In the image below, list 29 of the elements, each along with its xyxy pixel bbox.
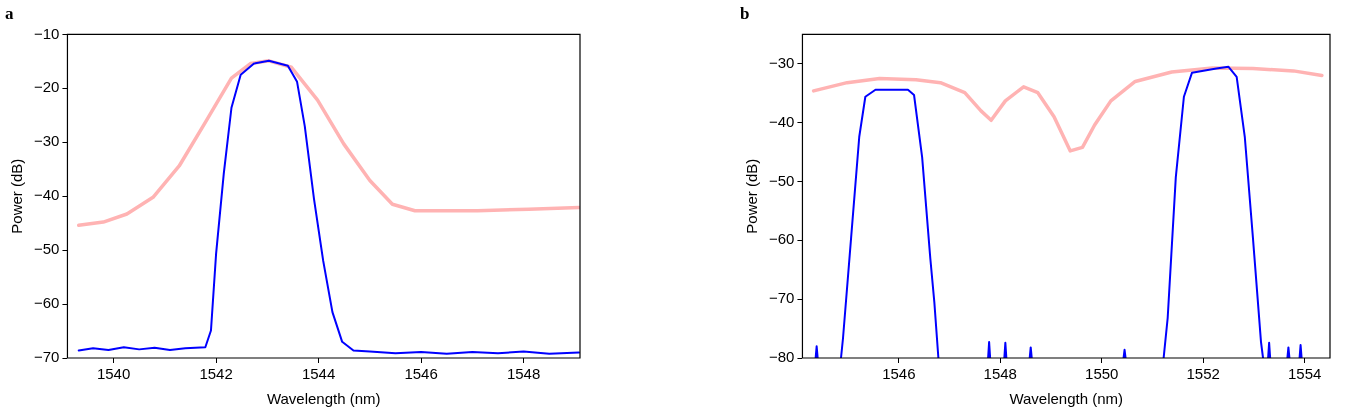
y-tick-label: −60 <box>33 294 60 312</box>
y-tick-label: −70 <box>33 348 60 366</box>
chart-title: b <box>740 3 750 23</box>
y-axis-title: Power (dB) <box>743 158 761 234</box>
x-tick-label: 1548 <box>506 365 541 383</box>
x-tick-label: 1540 <box>96 365 131 383</box>
y-tick-label: −10 <box>33 24 60 42</box>
x-tick-label: 1546 <box>404 365 438 383</box>
y-tick-label: −20 <box>33 78 60 96</box>
x-axis-title: Wavelength (nm) <box>1009 390 1124 408</box>
chart-title: a <box>5 3 14 23</box>
y-tick-label: −40 <box>33 186 60 204</box>
y-tick-label: −40 <box>768 112 795 130</box>
x-tick-label: 1554 <box>1287 365 1322 383</box>
x-axis-title: Wavelength (nm) <box>266 390 381 408</box>
x-tick-label: 1546 <box>882 365 916 383</box>
y-tick-label: −60 <box>768 230 795 248</box>
y-tick-label: −80 <box>768 348 795 366</box>
x-tick-label: 1550 <box>1085 365 1119 383</box>
x-tick-label: 1542 <box>199 365 233 383</box>
y-tick-label: −50 <box>33 240 60 258</box>
y-tick-label: −30 <box>768 53 795 71</box>
y-tick-label: −70 <box>768 289 795 307</box>
x-tick-label: 1548 <box>983 365 1017 383</box>
x-tick-label: 1552 <box>1186 365 1220 383</box>
y-tick-label: −30 <box>33 132 60 150</box>
x-tick-label: 1544 <box>301 365 336 383</box>
y-axis-title: Power (dB) <box>8 158 26 234</box>
y-tick-label: −50 <box>768 171 795 189</box>
